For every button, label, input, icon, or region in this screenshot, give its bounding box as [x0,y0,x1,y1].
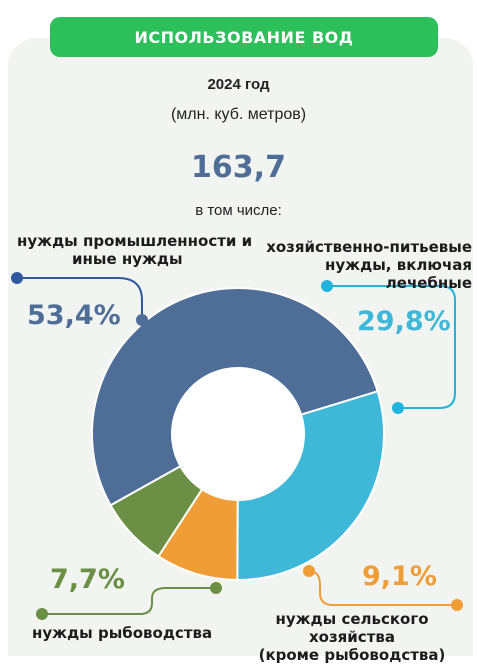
page-title-banner: ИСПОЛЬЗОВАНИЕ ВОД [50,17,438,57]
including-label: в том числе: [195,202,282,219]
unit-label: (млн. куб. метров) [170,106,307,123]
label-fish: нужды рыбоводства [32,624,213,642]
connector-household [327,285,456,409]
connector-dot-household-end [392,402,404,414]
year-label: 2024 год [207,76,270,93]
connector-industry [17,277,143,320]
label-household: хозяйственно-питьевые нужды, включая леч… [266,238,472,292]
connector-dot-fish [36,608,48,620]
connector-dot-agriculture [303,565,315,577]
connector-dot-industry-end [136,314,148,326]
connector-dot-industry [11,272,23,284]
total-value: 163,7 [191,150,286,185]
value-household: 29,8% [357,306,451,337]
connector-dot-agriculture-end [451,599,463,611]
connector-fish [42,587,216,615]
connector-dot-fish-end [210,582,222,594]
value-agriculture: 9,1% [362,561,437,592]
label-industry: нужды промышленности и иные нужды [17,232,253,268]
value-industry: 53,4% [27,300,121,331]
value-fish: 7,7% [50,564,125,595]
connector-dot-household [321,280,333,292]
connector-agriculture [308,570,457,606]
donut-hole [172,368,304,500]
